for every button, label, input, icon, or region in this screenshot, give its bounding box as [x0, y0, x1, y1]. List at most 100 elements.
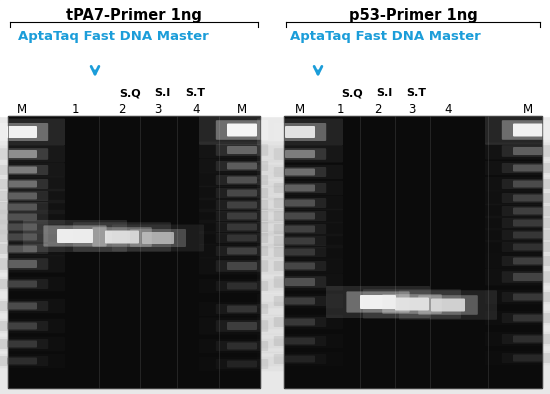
FancyBboxPatch shape — [0, 339, 48, 349]
FancyBboxPatch shape — [431, 299, 465, 312]
FancyBboxPatch shape — [199, 186, 285, 200]
FancyBboxPatch shape — [0, 145, 65, 162]
FancyBboxPatch shape — [0, 123, 48, 141]
FancyBboxPatch shape — [257, 119, 343, 145]
Text: M: M — [523, 103, 533, 116]
Text: M: M — [17, 103, 27, 116]
FancyBboxPatch shape — [513, 314, 543, 322]
FancyBboxPatch shape — [7, 193, 37, 199]
FancyBboxPatch shape — [7, 260, 37, 268]
FancyBboxPatch shape — [502, 256, 550, 266]
FancyBboxPatch shape — [216, 120, 268, 140]
FancyBboxPatch shape — [0, 356, 48, 366]
FancyBboxPatch shape — [92, 227, 152, 247]
FancyBboxPatch shape — [502, 145, 550, 157]
FancyBboxPatch shape — [513, 294, 543, 301]
FancyBboxPatch shape — [285, 338, 315, 344]
FancyBboxPatch shape — [502, 193, 550, 203]
FancyBboxPatch shape — [216, 188, 268, 198]
Text: AptaTaq Fast DNA Master: AptaTaq Fast DNA Master — [18, 30, 209, 43]
FancyBboxPatch shape — [502, 334, 550, 344]
Text: M: M — [237, 103, 247, 116]
Bar — [284, 116, 542, 388]
FancyBboxPatch shape — [7, 203, 37, 210]
FancyBboxPatch shape — [0, 319, 65, 333]
FancyBboxPatch shape — [7, 357, 37, 364]
FancyBboxPatch shape — [502, 242, 550, 252]
FancyBboxPatch shape — [274, 296, 326, 306]
FancyBboxPatch shape — [274, 276, 326, 288]
FancyBboxPatch shape — [227, 190, 257, 197]
FancyBboxPatch shape — [199, 198, 285, 212]
FancyBboxPatch shape — [7, 180, 37, 188]
FancyBboxPatch shape — [418, 295, 478, 315]
FancyBboxPatch shape — [216, 175, 268, 185]
FancyBboxPatch shape — [216, 161, 268, 171]
FancyBboxPatch shape — [130, 229, 186, 247]
Bar — [8, 116, 260, 388]
FancyBboxPatch shape — [227, 223, 257, 230]
FancyBboxPatch shape — [285, 184, 315, 191]
FancyBboxPatch shape — [485, 161, 550, 175]
FancyBboxPatch shape — [285, 318, 315, 325]
FancyBboxPatch shape — [257, 259, 343, 273]
FancyBboxPatch shape — [216, 320, 268, 332]
FancyBboxPatch shape — [274, 167, 326, 177]
FancyBboxPatch shape — [257, 181, 343, 195]
Text: 3: 3 — [408, 103, 416, 116]
FancyBboxPatch shape — [513, 273, 543, 281]
FancyBboxPatch shape — [216, 341, 268, 351]
FancyBboxPatch shape — [513, 123, 543, 136]
FancyBboxPatch shape — [227, 282, 257, 290]
FancyBboxPatch shape — [274, 183, 326, 193]
FancyBboxPatch shape — [0, 321, 48, 331]
FancyBboxPatch shape — [513, 165, 543, 171]
FancyBboxPatch shape — [199, 318, 285, 335]
Bar — [0, 0, 550, 116]
Text: S.I: S.I — [154, 88, 170, 98]
FancyBboxPatch shape — [257, 294, 343, 308]
FancyBboxPatch shape — [7, 223, 37, 230]
FancyBboxPatch shape — [257, 234, 343, 248]
FancyBboxPatch shape — [0, 258, 48, 270]
FancyBboxPatch shape — [485, 268, 550, 286]
FancyBboxPatch shape — [0, 242, 65, 256]
FancyBboxPatch shape — [0, 244, 48, 254]
FancyBboxPatch shape — [485, 143, 550, 160]
FancyBboxPatch shape — [227, 123, 257, 136]
FancyBboxPatch shape — [7, 150, 37, 158]
FancyBboxPatch shape — [285, 212, 315, 219]
Text: S.T: S.T — [185, 88, 205, 98]
FancyBboxPatch shape — [227, 305, 257, 312]
FancyBboxPatch shape — [485, 177, 550, 191]
FancyBboxPatch shape — [57, 229, 93, 243]
FancyBboxPatch shape — [502, 271, 550, 283]
FancyBboxPatch shape — [7, 167, 37, 173]
FancyBboxPatch shape — [227, 262, 257, 270]
Text: AptaTaq Fast DNA Master: AptaTaq Fast DNA Master — [290, 30, 481, 43]
FancyBboxPatch shape — [0, 220, 65, 234]
FancyBboxPatch shape — [285, 238, 315, 245]
FancyBboxPatch shape — [0, 277, 65, 291]
FancyBboxPatch shape — [199, 115, 285, 145]
Text: 1: 1 — [72, 103, 79, 116]
FancyBboxPatch shape — [227, 361, 257, 368]
FancyBboxPatch shape — [7, 214, 37, 221]
FancyBboxPatch shape — [0, 232, 48, 242]
FancyBboxPatch shape — [227, 234, 257, 242]
FancyBboxPatch shape — [513, 195, 543, 201]
Text: p53-Primer 1ng: p53-Primer 1ng — [349, 8, 477, 23]
FancyBboxPatch shape — [274, 317, 326, 327]
FancyBboxPatch shape — [360, 295, 396, 309]
FancyBboxPatch shape — [485, 204, 550, 218]
FancyBboxPatch shape — [199, 258, 285, 275]
FancyBboxPatch shape — [363, 289, 461, 319]
FancyBboxPatch shape — [227, 201, 257, 208]
FancyBboxPatch shape — [513, 243, 543, 251]
FancyBboxPatch shape — [0, 210, 65, 224]
FancyBboxPatch shape — [73, 222, 171, 252]
FancyBboxPatch shape — [285, 249, 315, 255]
FancyBboxPatch shape — [285, 262, 315, 269]
FancyBboxPatch shape — [274, 236, 326, 246]
FancyBboxPatch shape — [7, 245, 37, 253]
